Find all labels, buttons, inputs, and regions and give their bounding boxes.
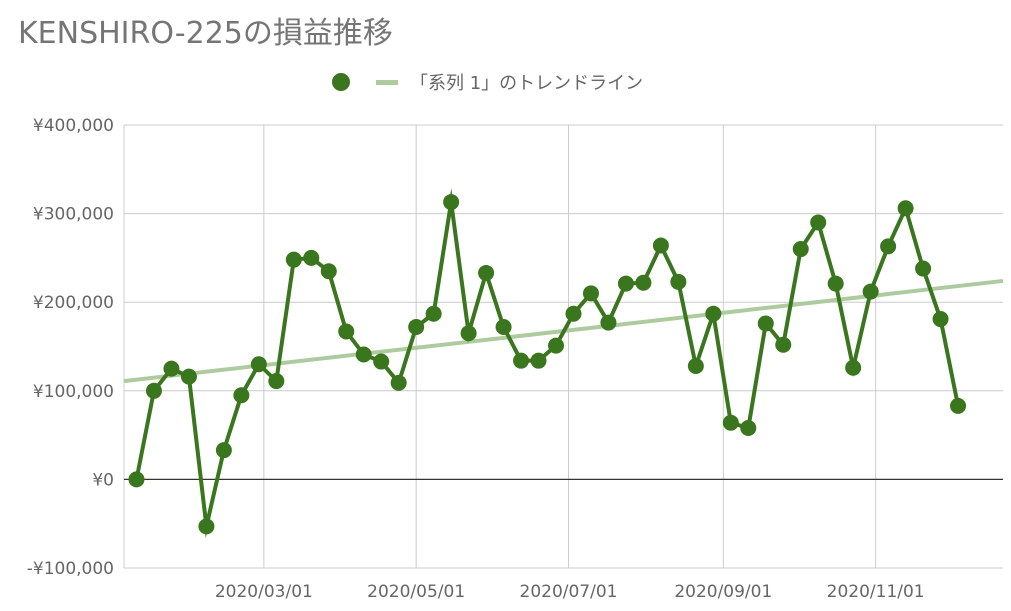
data-point: [303, 249, 320, 266]
data-point: [163, 360, 180, 377]
series-layer: [128, 188, 967, 539]
data-point: [635, 274, 652, 291]
data-point: [408, 319, 425, 336]
tick-labels: -¥100,000 ¥0 ¥100,000 ¥200,000 ¥300,000 ¥400,…: [27, 116, 925, 602]
data-point: [373, 353, 390, 370]
y-tick-label: ¥0: [92, 470, 114, 490]
data-point: [915, 260, 932, 277]
x-tick-label: 2020/11/01: [827, 582, 925, 602]
data-point: [268, 373, 285, 390]
data-point: [180, 368, 197, 385]
data-point: [460, 325, 477, 342]
data-point: [600, 314, 617, 331]
chart-title: KENSHIRO-225の損益推移: [18, 16, 393, 51]
legend-marker-series: [332, 73, 350, 91]
gridlines: [123, 124, 1003, 569]
data-point: [845, 359, 862, 376]
data-point: [390, 374, 407, 391]
y-tick-label: ¥100,000: [33, 382, 114, 402]
y-tick-label: ¥200,000: [33, 293, 114, 313]
data-point: [320, 263, 337, 280]
data-point: [145, 382, 162, 399]
data-point: [652, 237, 669, 254]
data-point: [338, 323, 355, 340]
legend: 「系列 1」のトレンドライン: [332, 67, 643, 97]
data-point: [722, 414, 739, 431]
x-tick-label: 2020/05/01: [367, 582, 465, 602]
data-point: [687, 357, 704, 374]
y-tick-label: ¥300,000: [33, 205, 114, 225]
data-point: [565, 305, 582, 322]
data-point: [775, 336, 792, 353]
data-point: [810, 214, 827, 231]
data-point: [128, 471, 145, 488]
data-point: [425, 305, 442, 322]
data-point: [670, 273, 687, 290]
data-point: [932, 311, 949, 328]
legend-marker-trendline: [376, 79, 398, 85]
data-point: [530, 352, 547, 369]
x-tick-label: 2020/03/01: [215, 582, 313, 602]
data-point: [495, 319, 512, 336]
x-tick-label: 2020/07/01: [520, 582, 618, 602]
data-point: [198, 518, 215, 535]
data-point: [478, 264, 495, 281]
data-point: [513, 352, 530, 369]
data-point: [215, 442, 232, 459]
x-tick-label: 2020/09/01: [674, 582, 772, 602]
data-point: [827, 275, 844, 292]
data-point: [355, 346, 372, 363]
y-tick-label: ¥400,000: [33, 116, 114, 136]
data-point: [740, 420, 757, 437]
data-point: [950, 397, 967, 414]
data-point: [548, 337, 565, 354]
data-point: [285, 251, 302, 268]
data-point: [233, 387, 250, 404]
data-point: [617, 275, 634, 292]
data-point: [757, 315, 774, 332]
legend-label-trendline: 「系列 1」のトレンドライン: [410, 73, 644, 94]
data-point: [880, 238, 897, 255]
data-point: [582, 285, 599, 302]
data-point: [705, 305, 722, 322]
data-point: [792, 241, 809, 258]
data-point: [443, 194, 460, 211]
data-point: [862, 283, 879, 300]
data-point: [250, 356, 267, 373]
y-tick-label: -¥100,000: [27, 559, 114, 579]
data-point: [897, 200, 914, 217]
